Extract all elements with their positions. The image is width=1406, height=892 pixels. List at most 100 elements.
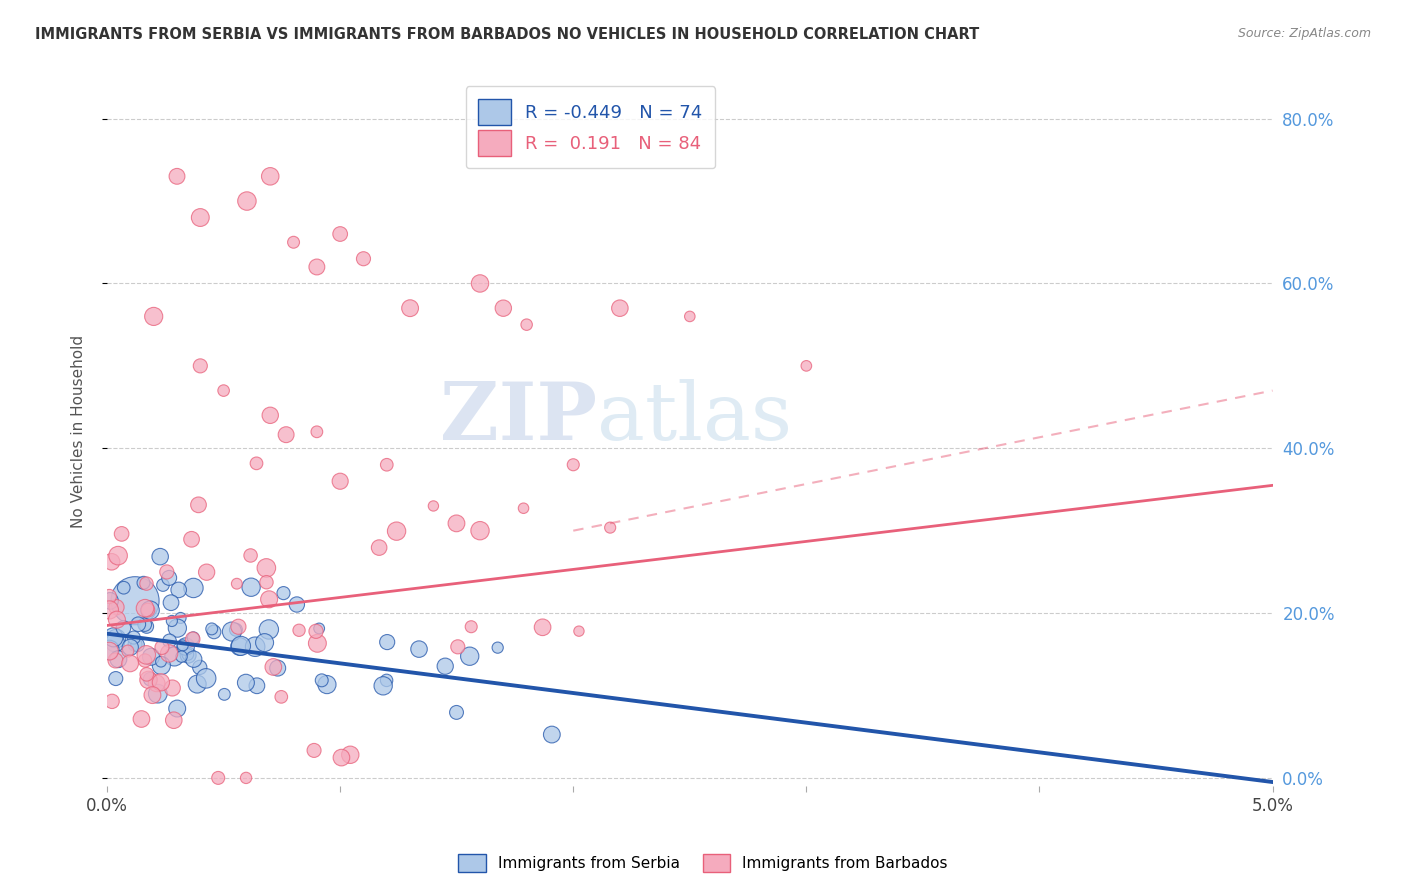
- Point: [316, 677, 339, 691]
- Point: [157, 571, 180, 585]
- Point: [253, 635, 276, 649]
- Point: [329, 475, 352, 489]
- Point: [110, 527, 132, 541]
- Point: [512, 501, 534, 516]
- Point: [679, 310, 702, 324]
- Point: [170, 649, 193, 664]
- Point: [446, 516, 468, 531]
- Point: [139, 603, 162, 617]
- Point: [181, 631, 204, 645]
- Point: [434, 659, 457, 673]
- Point: [166, 169, 188, 184]
- Legend: Immigrants from Serbia, Immigrants from Barbados: Immigrants from Serbia, Immigrants from …: [450, 846, 956, 880]
- Point: [174, 640, 197, 654]
- Point: [162, 681, 184, 695]
- Point: [235, 675, 257, 690]
- Legend: R = -0.449   N = 74, R =  0.191   N = 84: R = -0.449 N = 74, R = 0.191 N = 84: [465, 87, 716, 169]
- Point: [163, 649, 186, 664]
- Point: [256, 575, 278, 590]
- Point: [112, 621, 135, 635]
- Point: [124, 637, 146, 651]
- Point: [568, 624, 591, 639]
- Point: [262, 660, 284, 674]
- Point: [104, 653, 127, 667]
- Point: [181, 632, 204, 647]
- Point: [101, 694, 124, 708]
- Point: [225, 576, 247, 591]
- Point: [540, 727, 562, 741]
- Point: [305, 624, 328, 639]
- Point: [138, 673, 160, 687]
- Point: [375, 635, 398, 649]
- Point: [229, 639, 252, 653]
- Point: [368, 541, 391, 555]
- Point: [166, 701, 188, 715]
- Point: [150, 640, 173, 655]
- Point: [107, 652, 129, 666]
- Point: [259, 169, 281, 184]
- Point: [120, 640, 142, 655]
- Point: [212, 384, 235, 398]
- Point: [274, 427, 297, 442]
- Point: [134, 617, 156, 632]
- Point: [329, 227, 352, 241]
- Point: [422, 499, 444, 513]
- Point: [228, 620, 250, 634]
- Point: [245, 456, 267, 470]
- Text: ZIP: ZIP: [440, 378, 596, 457]
- Point: [257, 592, 280, 607]
- Point: [135, 619, 157, 633]
- Point: [127, 617, 149, 632]
- Point: [240, 580, 263, 594]
- Point: [134, 601, 156, 615]
- Point: [149, 655, 172, 669]
- Point: [375, 458, 398, 472]
- Point: [225, 623, 247, 637]
- Point: [259, 409, 281, 423]
- Point: [136, 603, 159, 617]
- Point: [254, 561, 277, 575]
- Point: [330, 750, 353, 764]
- Point: [228, 640, 250, 654]
- Point: [385, 524, 408, 538]
- Point: [142, 310, 165, 324]
- Point: [214, 687, 236, 701]
- Point: [207, 771, 229, 785]
- Point: [562, 458, 585, 472]
- Point: [135, 648, 157, 662]
- Text: IMMIGRANTS FROM SERBIA VS IMMIGRANTS FROM BARBADOS NO VEHICLES IN HOUSEHOLD CORR: IMMIGRANTS FROM SERBIA VS IMMIGRANTS FRO…: [35, 27, 980, 42]
- Point: [188, 359, 211, 373]
- Point: [188, 211, 211, 225]
- Point: [98, 644, 121, 658]
- Point: [160, 614, 183, 628]
- Point: [339, 747, 361, 762]
- Point: [353, 252, 375, 266]
- Point: [399, 301, 422, 315]
- Point: [516, 318, 538, 332]
- Point: [167, 582, 190, 597]
- Point: [180, 533, 202, 547]
- Point: [796, 359, 818, 373]
- Point: [492, 301, 515, 315]
- Point: [373, 679, 395, 693]
- Point: [166, 621, 188, 635]
- Point: [139, 649, 162, 664]
- Point: [152, 578, 174, 592]
- Point: [305, 425, 328, 439]
- Point: [112, 581, 135, 595]
- Point: [149, 675, 172, 690]
- Point: [307, 636, 329, 650]
- Point: [187, 498, 209, 512]
- Point: [221, 624, 243, 639]
- Point: [302, 743, 325, 757]
- Point: [311, 673, 333, 688]
- Point: [246, 679, 269, 693]
- Point: [188, 660, 211, 674]
- Point: [273, 586, 295, 600]
- Point: [107, 549, 129, 563]
- Point: [127, 638, 149, 652]
- Point: [172, 639, 194, 653]
- Point: [98, 590, 121, 604]
- Point: [531, 620, 554, 634]
- Point: [270, 690, 292, 704]
